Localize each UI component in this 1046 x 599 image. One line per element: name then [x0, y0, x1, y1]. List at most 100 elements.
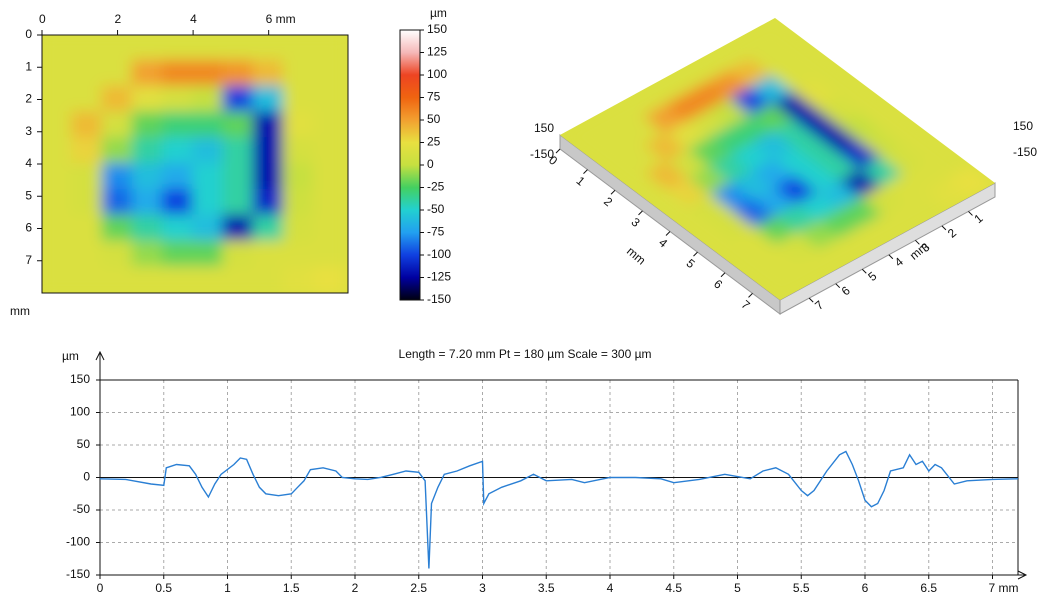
heat-cell — [131, 59, 164, 88]
heat-cell — [101, 111, 134, 140]
colorbar-tick-label: -75 — [427, 225, 445, 239]
y-tick-label: 100 — [70, 405, 90, 419]
y-tick-label: 5 — [25, 188, 32, 202]
y-axis-label: mm — [624, 244, 648, 268]
heat-cell — [101, 266, 134, 293]
heat-cell — [71, 111, 104, 140]
z-tick-label: -150 — [530, 147, 554, 161]
heat-cell — [131, 214, 164, 243]
heat-cell — [252, 240, 285, 269]
x-tick — [835, 283, 841, 289]
colorbar-tick-label: 25 — [427, 135, 441, 149]
y-axis-label: mm — [10, 304, 30, 318]
heat-cell — [71, 137, 104, 165]
colorbar-tick-label: 50 — [427, 112, 441, 126]
heat-cell — [42, 188, 74, 217]
x-tick-label: 4 — [607, 581, 614, 595]
x-tick-label: 5 — [865, 269, 879, 284]
y-tick-label: 1 — [574, 174, 588, 189]
heat-cell — [42, 266, 74, 293]
heat-cell — [222, 188, 255, 217]
heat-cell — [313, 137, 346, 165]
x-tick-label: 4 — [892, 254, 906, 269]
heat-cell — [282, 137, 315, 165]
z-tick-label: 150 — [1013, 119, 1033, 133]
y-tick-label: 3 — [629, 215, 643, 230]
heat-cell — [161, 188, 195, 217]
heat-cell — [192, 240, 225, 269]
y-tick-label: 2 — [25, 92, 32, 106]
heat-cell — [192, 111, 225, 140]
heat-cell — [101, 240, 134, 269]
heat-cell — [282, 266, 315, 293]
x-tick-label: 3.5 — [538, 581, 555, 595]
heat-cell — [192, 137, 225, 165]
heat-cell — [71, 59, 104, 88]
z-tick-label: 150 — [534, 121, 554, 135]
colorbar-tick-label: -50 — [427, 202, 445, 216]
heat-cell — [252, 214, 285, 243]
heat-cell — [252, 163, 285, 191]
x-tick-label: 6 mm — [266, 12, 296, 26]
heat-cell — [71, 214, 104, 243]
surface-blur — [560, 18, 995, 300]
colorbar-tick-label: -100 — [427, 247, 451, 261]
y-tick-label: -150 — [66, 567, 90, 581]
heat-cell — [252, 59, 285, 88]
heat-cell — [222, 266, 255, 293]
heat-cell — [282, 240, 315, 269]
heat-cell — [222, 35, 255, 62]
heat-cell — [131, 111, 164, 140]
x-tick-label: 2 — [352, 581, 359, 595]
colorbar-tick-label: 125 — [427, 45, 447, 59]
heat-cell — [101, 214, 134, 243]
x-tick-label: 1 — [971, 211, 985, 226]
y-tick-label: 5 — [684, 256, 698, 271]
y-tick — [665, 231, 671, 236]
x-tick — [808, 297, 814, 303]
heat-cell — [131, 85, 164, 114]
x-tick-label: 5 — [734, 581, 741, 595]
heat-cell — [313, 59, 346, 88]
x-tick-label: 5.5 — [793, 581, 810, 595]
heat-cell — [192, 163, 225, 191]
heat-cell — [131, 163, 164, 191]
chart-title: Length = 7.20 mm Pt = 180 µm Scale = 300… — [399, 347, 652, 361]
heat-cell — [313, 85, 346, 114]
x-tick-label: 3 — [479, 581, 486, 595]
heat-cell — [101, 35, 134, 62]
z-tick-label: -150 — [1013, 145, 1037, 159]
colorbar-tick-label: -25 — [427, 180, 445, 194]
heat-cell — [131, 240, 164, 269]
x-tick-label: 7 — [812, 298, 826, 313]
y-tick — [555, 148, 561, 154]
heat-cell — [222, 59, 255, 88]
heat-cell — [313, 266, 346, 293]
x-tick-label: 6 — [839, 283, 853, 298]
heat-cell — [131, 188, 164, 217]
heat-cell — [101, 163, 134, 191]
x-tick-label: 2 — [115, 12, 122, 26]
x-tick-label: 2 — [945, 225, 959, 240]
x-tick-label: 0.5 — [155, 581, 172, 595]
heatmap-cells — [42, 35, 346, 293]
heat-cell — [71, 85, 104, 114]
profile-panel: Length = 7.20 mm Pt = 180 µm Scale = 300… — [62, 347, 1028, 595]
heat-cell — [101, 188, 134, 217]
heat-cell — [161, 111, 195, 140]
heat-cell — [222, 85, 255, 114]
x-tick-label: 2.5 — [410, 581, 427, 595]
heat-cell — [282, 163, 315, 191]
heat-cell — [222, 214, 255, 243]
y-tick — [693, 251, 698, 257]
heat-cell — [282, 214, 315, 243]
heat-cell — [313, 111, 346, 140]
x-tick — [968, 211, 973, 216]
heat-cell — [282, 188, 315, 217]
heatmap-panel: 0 2 4 6 mm 0 1 2 3 4 5 6 7 mm 150 125 100 75 50 25 0 -25 -50 -… — [10, 6, 451, 318]
y-tick-label: 6 — [25, 221, 32, 235]
y-tick-label: -50 — [73, 502, 91, 516]
heat-cell — [282, 35, 315, 62]
